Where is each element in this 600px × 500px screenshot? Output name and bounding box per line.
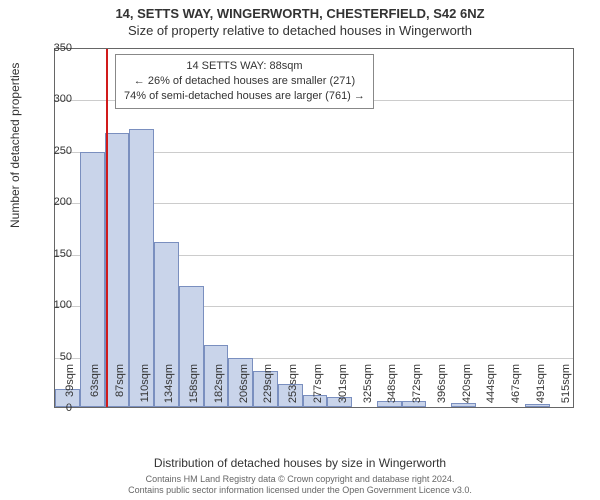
footer-attribution: Contains HM Land Registry data © Crown c… (0, 474, 600, 497)
x-tick-label: 277sqm (312, 364, 324, 414)
x-tick-label: 325sqm (362, 364, 374, 414)
x-tick-label: 491sqm (535, 364, 547, 414)
x-tick-label: 444sqm (485, 364, 497, 414)
footer-line-1: Contains HM Land Registry data © Crown c… (0, 474, 600, 485)
y-tick-label: 100 (32, 299, 72, 311)
y-tick-label: 250 (32, 145, 72, 157)
x-tick-label: 348sqm (386, 364, 398, 414)
y-tick-label: 50 (32, 351, 72, 363)
x-tick-label: 229sqm (262, 364, 274, 414)
x-tick-label: 253sqm (287, 364, 299, 414)
x-tick-label: 87sqm (114, 364, 126, 414)
page-title: 14, SETTS WAY, WINGERWORTH, CHESTERFIELD… (0, 0, 600, 21)
annotation-box: 14 SETTS WAY: 88sqm← 26% of detached hou… (115, 54, 374, 109)
x-tick-label: 467sqm (510, 364, 522, 414)
x-tick-label: 515sqm (560, 364, 572, 414)
annotation-line: ← 26% of detached houses are smaller (27… (124, 74, 365, 89)
x-tick-label: 110sqm (139, 364, 151, 414)
x-tick-label: 39sqm (64, 364, 76, 414)
x-tick-label: 420sqm (461, 364, 473, 414)
footer-line-2: Contains public sector information licen… (0, 485, 600, 496)
x-tick-label: 158sqm (188, 364, 200, 414)
x-tick-label: 134sqm (163, 364, 175, 414)
page-subtitle: Size of property relative to detached ho… (0, 21, 600, 38)
annotation-line: 74% of semi-detached houses are larger (… (124, 89, 365, 104)
y-tick-label: 350 (32, 42, 72, 54)
x-tick-label: 206sqm (238, 364, 250, 414)
property-marker-line (106, 49, 108, 407)
x-axis-label: Distribution of detached houses by size … (0, 456, 600, 470)
x-tick-label: 63sqm (89, 364, 101, 414)
x-tick-label: 372sqm (411, 364, 423, 414)
y-tick-label: 200 (32, 196, 72, 208)
y-axis-label: Number of detached properties (8, 63, 22, 228)
annotation-line: 14 SETTS WAY: 88sqm (124, 59, 365, 74)
y-tick-label: 150 (32, 248, 72, 260)
x-tick-label: 182sqm (213, 364, 225, 414)
chart-plot-area: 14 SETTS WAY: 88sqm← 26% of detached hou… (54, 48, 574, 408)
x-tick-label: 396sqm (436, 364, 448, 414)
x-tick-label: 301sqm (337, 364, 349, 414)
y-tick-label: 300 (32, 93, 72, 105)
